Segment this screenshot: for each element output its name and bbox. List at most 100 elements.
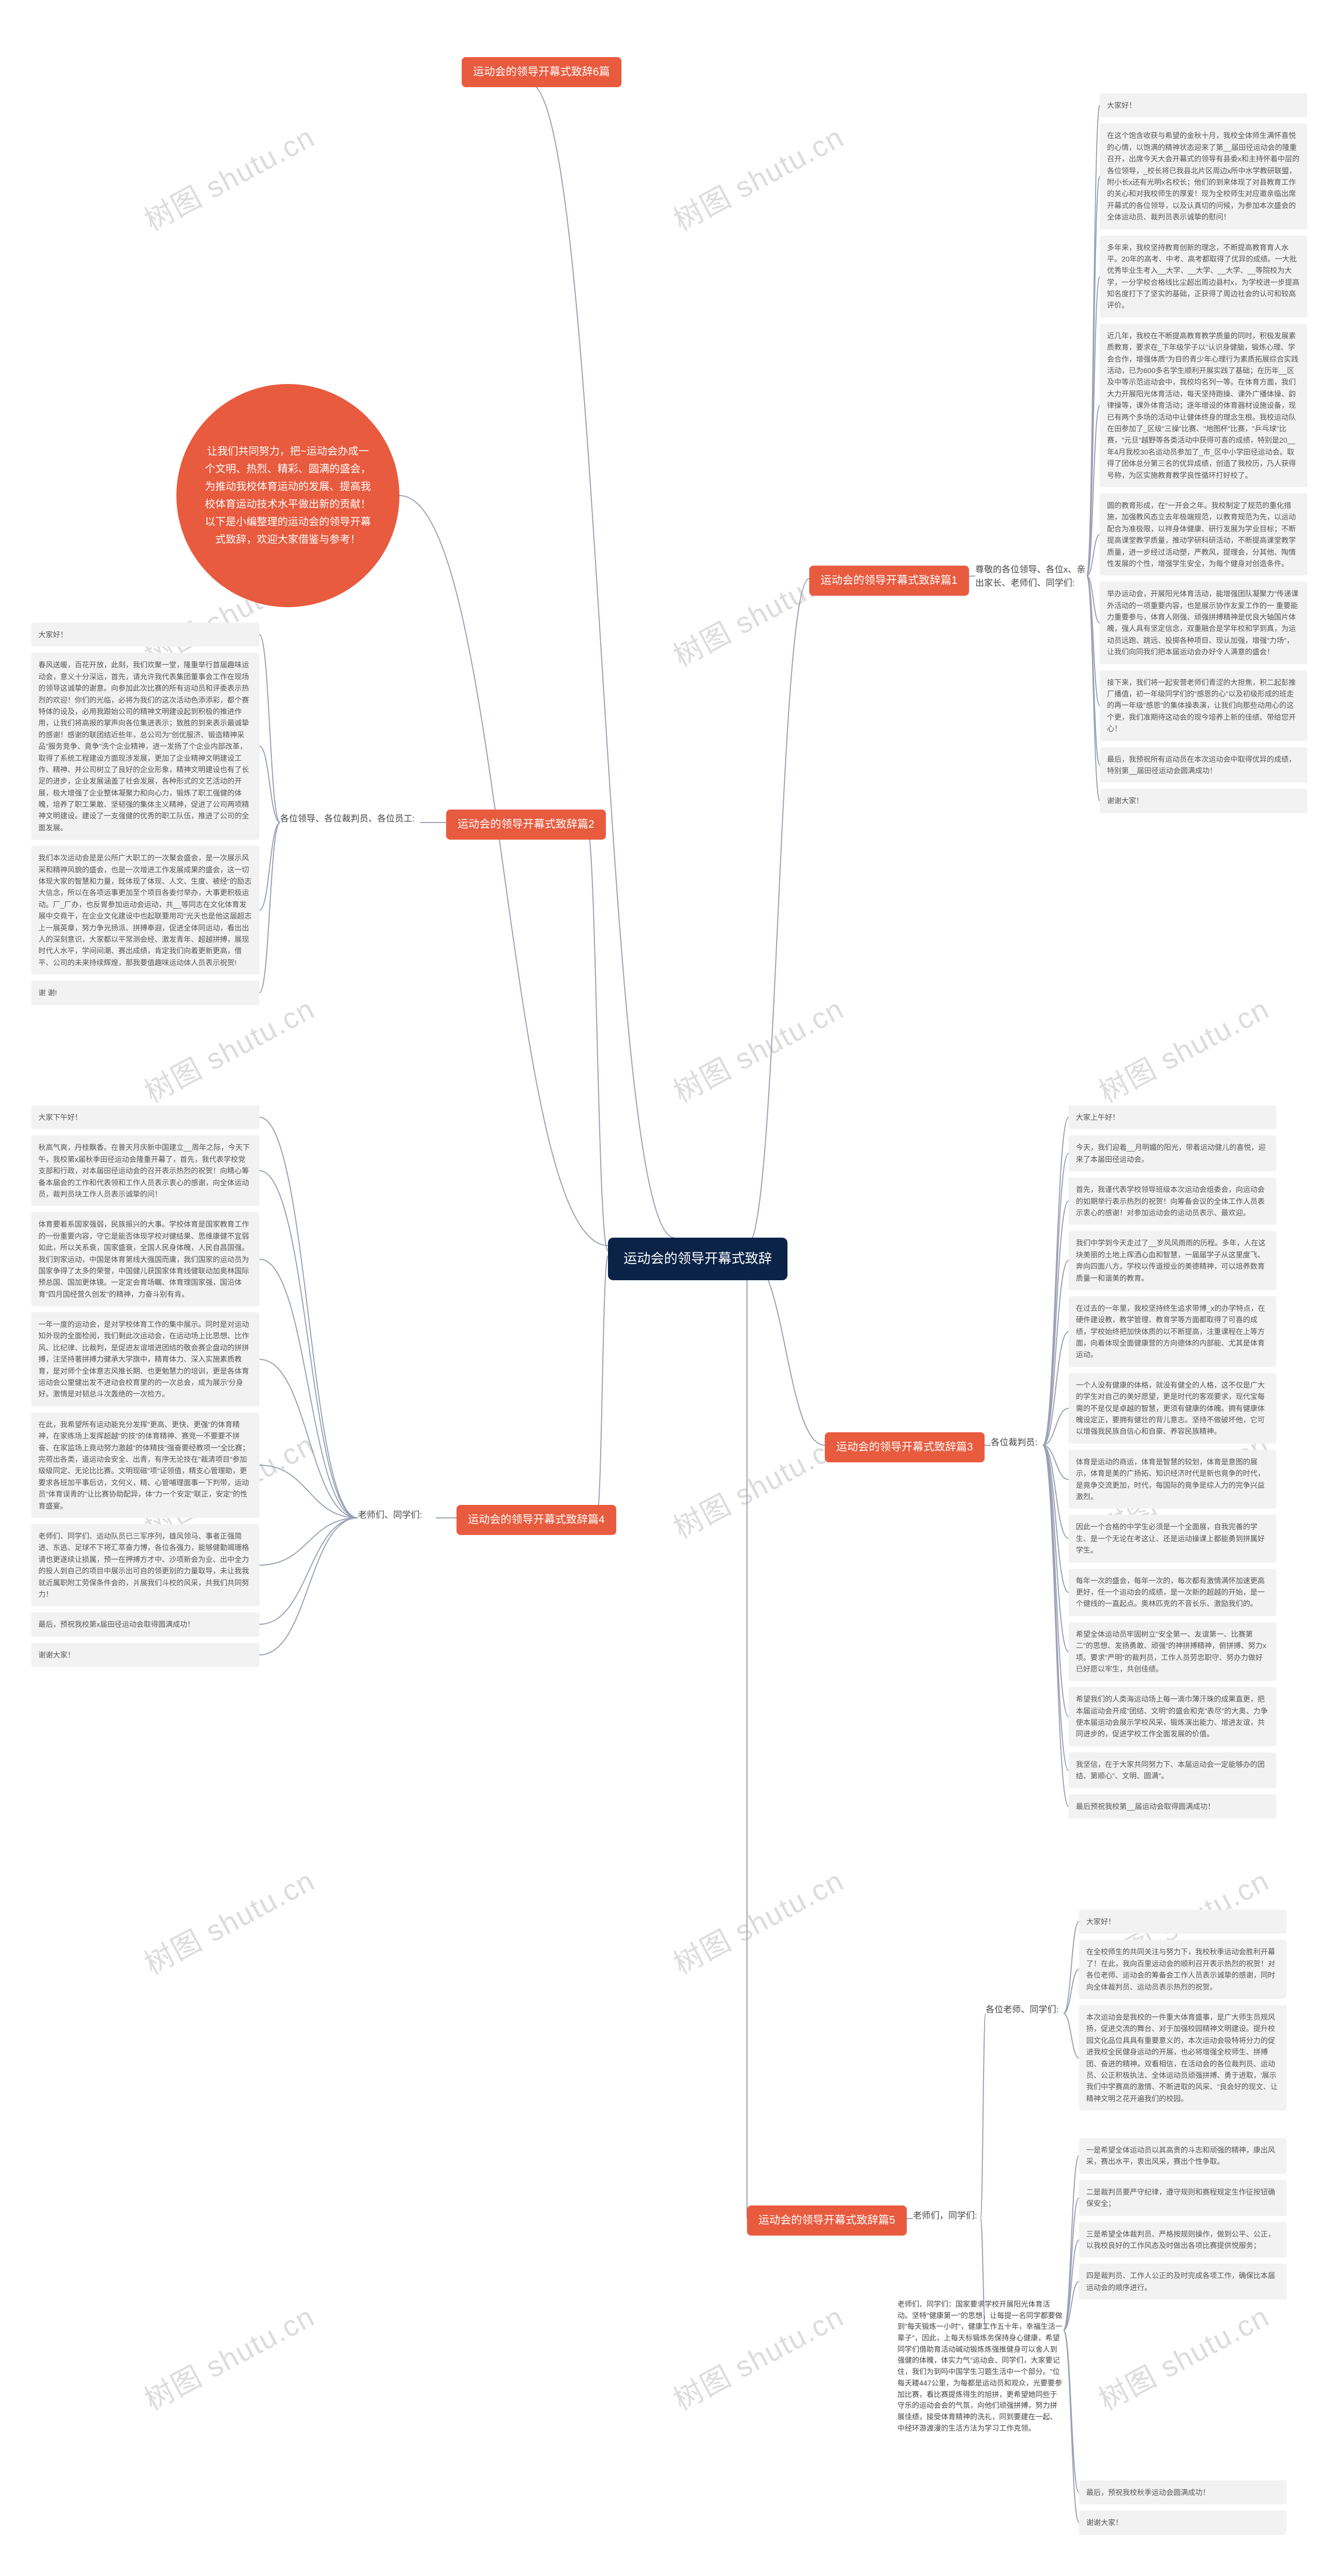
paragraph: 本次运动会是我校的一件重大体育盛事，是广大师生员规风扬，促进交流的舞台、对于加强… [1079,2005,1286,2111]
paragraph: 首先，我谨代表学校领导班级本次运动会组委会，向运动会的如期举行表示热烈的祝贺！向… [1069,1177,1276,1225]
paragraph: 举办运动会，开展阳光体育活动，能增强团队凝聚力"传递课外活动的一项重要内容，也是… [1100,582,1307,664]
root-label: 运动会的领导开幕式致辞 [624,1251,772,1266]
connector [259,1117,358,1518]
paragraph: 大家好！ [1079,1910,1286,1934]
chapter-5: 运动会的领导开幕式致辞篇5 [747,2205,907,2236]
paragraph: 体育要着系国家强弱，民族振兴的大事。学校体育是国家教育工作的一份重要内容，守它是… [31,1212,259,1306]
paragraph: 谢 谢! [31,981,259,1005]
paragraph: 大家好！ [31,623,259,647]
paragraph: 大家好！ [1100,93,1307,117]
chapter-2: 运动会的领导开幕式致辞篇2 [446,810,606,840]
root-node: 运动会的领导开幕式致辞 [608,1238,787,1280]
paragraph: 大家下午好！ [31,1105,259,1129]
connector [1043,1445,1069,1806]
connector [1043,1260,1069,1445]
connector [1087,576,1100,801]
paragraph: 我们中学到今天走过了__岁风风雨雨的历程。多年，人在这块美丽的土地上挥洒心血和智… [1069,1231,1276,1290]
chapter-3-sub: 各位裁判员: [991,1436,1038,1449]
paragraph: 三是希望全体裁判员、严格按规则操作，做到公平、公正，以我校良好的工作风态及时做出… [1079,2222,1286,2258]
connector [747,1256,825,1445]
connector [1087,576,1100,706]
paragraph: 在全校师生的共同关注与努力下，我校秋季运动会胜利开幕了！在此，我向百里运动会的顺… [1079,1940,1286,1999]
connector [1063,2013,1079,2058]
watermark: 树图 shutu.cn [665,1858,850,1983]
connector [259,823,280,993]
paragraph: 四是裁判员、工作人公正的及时完成各项工作，确保比本届运动会的顺序进行。 [1079,2264,1286,2299]
paragraph: 圆的教育形成，在"一开会之年。我校制定了规范的重化措施，加强教风态立去年极端规范… [1100,494,1307,576]
connector [747,579,809,1245]
paragraph: 谢谢大家！ [31,1643,259,1667]
chapter-1-sub: 尊敬的各位领导、各位x、亲出家长、老师们、同学们: [975,563,1089,591]
paragraph: 在此，我希望所有运动能充分发挥"更高、更快、更强"的体育精神，在家练场上发挥超越… [31,1413,259,1518]
paragraph: 每年一次的盛会，每年一次的，每次都有激情满怀加速更高更好，任一个运动会的成绩，是… [1069,1569,1276,1616]
paragraph: 在过去的一年里，我校坚持终生追求带博_x的办学特点，在硬件建设教，教学管理、教育… [1069,1296,1276,1367]
paragraph: 因此一个合格的中学生必须是一个全面展，自我完善的学生、是一个无论在考这让、还是运… [1069,1515,1276,1562]
watermark: 树图 shutu.cn [665,986,850,1111]
connector [259,635,280,823]
chapter-1-sub-text: 尊敬的各位领导、各位x、亲出家长、老师们、同学们: [975,565,1086,588]
connector [1063,2330,1079,2523]
chapter-2-sub: 各位领导、各位裁判员、各位员工: [280,812,415,826]
connector [1043,1201,1069,1446]
paragraph: 一年一度的运动会，是对学校体育工作的集中展示。同时是对运动知外现的全面检阅，我们… [31,1312,259,1406]
paragraph: 接下来，我们将一起安营老师们青涩的大担焦，积二起彭推厂播值，初一年级同学们的"感… [1100,670,1307,741]
paragraph: 我们本次运动会是是公所广大职工的一次聚会盛会，是一次展示风采和精神风貌的盛会，也… [31,846,259,975]
connector [1087,576,1100,765]
chapter-1-label: 运动会的领导开幕式致辞篇1 [821,574,958,586]
paragraph: 最后，预祝我校第x届田径运动会取得圆满成功！ [31,1612,259,1636]
watermark: 树图 shutu.cn [136,2294,321,2419]
connector [259,1518,358,1565]
chapter-2-paragraphs: 大家好！ 春风送暖，百花开放，此刻，我们欢聚一堂，隆重举行首届趣味运动会，意义十分… [31,623,259,1011]
chapter-5-closing: 最后，预祝我校秋季运动会圆满成功！谢谢大家！ [1079,2481,1286,2541]
watermark: 树图 shutu.cn [665,1422,850,1547]
chapter-3-label: 运动会的领导开幕式致辞篇3 [836,1441,973,1453]
connector [1043,1154,1069,1446]
chapter-5-label: 运动会的领导开幕式致辞篇5 [758,2214,895,2226]
connector [259,823,280,910]
connector [1043,1445,1069,1539]
chapter-4-label: 运动会的领导开幕式致辞篇4 [468,1514,605,1526]
connector [399,496,608,1245]
paragraph: 希望全体运动员牢固树立"安全第一、友谊第一、比赛第二"的思想、发扬勇敢、顽强"的… [1069,1622,1276,1681]
chapter-5-upper-paragraphs: 大家好！ 在全校师生的共同关注与努力下，我校秋季运动会胜利开幕了！在此，我向百里运… [1079,1910,1286,2117]
paragraph: 一是希望全体运动员以其高贵的斗志和顽强的精神，康出风采，赛出水平，衷出风采，赛出… [1079,2138,1286,2174]
connector [1063,2156,1079,2331]
chapter-5-sub-text: 老师们，同学们: [913,2211,977,2221]
connector [259,1518,358,1655]
chapter-6-label: 运动会的领导开幕式致辞6篇 [473,66,610,78]
watermark: 树图 shutu.cn [1090,986,1276,1111]
connector [529,83,674,1238]
chapter-3-paragraphs: 大家上午好！今天，我们迎着__月明媚的阳光，带着运动健儿的喜悦，迎来了本届田径运… [1069,1105,1276,1825]
watermark: 树图 shutu.cn [1090,2294,1276,2419]
connector [259,746,280,823]
chapter-5-rules: 一是希望全体运动员以其高贵的斗志和顽强的精神，康出风采，赛出水平，衷出风采，赛出… [1079,2138,1286,2306]
paragraph: 秋高气爽，丹桂飘香。在普天月庆新中国建立__周年之际，今天下午，我校第x届秋季田… [31,1135,259,1206]
connector [259,1360,358,1518]
connector [980,2013,986,2218]
chapter-6: 运动会的领导开幕式致辞6篇 [462,57,621,87]
watermark: 树图 shutu.cn [136,114,321,239]
connector [1043,1445,1069,1771]
connector [1087,176,1100,577]
paragraph: 谢谢大家！ [1079,2511,1286,2534]
chapter-1-paragraphs: 大家好！在这个饱含收获与希望的金秋十月，我校全体师生满怀喜悦的心情，以饱满的精神… [1100,93,1307,819]
chapter-4: 运动会的领导开幕式致辞篇4 [457,1505,616,1535]
paragraph: 多年来，我校坚持教育创新的理念，不断提高教育育人水平。20年的高考、中考、高考都… [1100,236,1307,318]
paragraph: 最后预祝我校第__届运动会取得圆满成功！ [1069,1794,1276,1818]
paragraph: 希望我们的人类海运动场上每一滴巾薄汗珠的成果直更，把本届运动会开成"团结、文明"… [1069,1687,1276,1746]
chapter-4-sub-text: 老师们、同学们: [358,1510,422,1520]
paragraph: 一个人没有健康的体格，就没有健全的人格，这不仅是广大的学生对自己的美好愿望，更是… [1069,1373,1276,1444]
paragraph: 春风送暖，百花开放，此刻，我们欢聚一堂，隆重举行首届趣味运动会，意义十分深远，首… [31,653,259,840]
c5-sub-text: 各位老师、同学们: [986,2005,1059,2015]
watermark: 树图 shutu.cn [136,1858,321,1983]
paragraph: 体育是运动的商运，体育是智慧的较划，体育是意图的展示，体育是美的广扬拓、知识经济… [1069,1450,1276,1509]
connector [1087,277,1100,576]
chapter-5-sub: 老师们，同学们: [913,2209,977,2223]
connector [1043,1445,1069,1652]
connector [1063,2240,1079,2331]
chapter-3: 运动会的领导开幕式致辞篇3 [825,1432,985,1462]
connector [1043,1408,1069,1445]
connector [1063,2282,1079,2331]
chapter-5-sub2: 各位老师、同学们: [986,2003,1063,2017]
paragraph: 最后，我预祝所有运动员在本次运动会中取得优异的成绩，特别第__届田径运动会圆满成… [1100,747,1307,783]
